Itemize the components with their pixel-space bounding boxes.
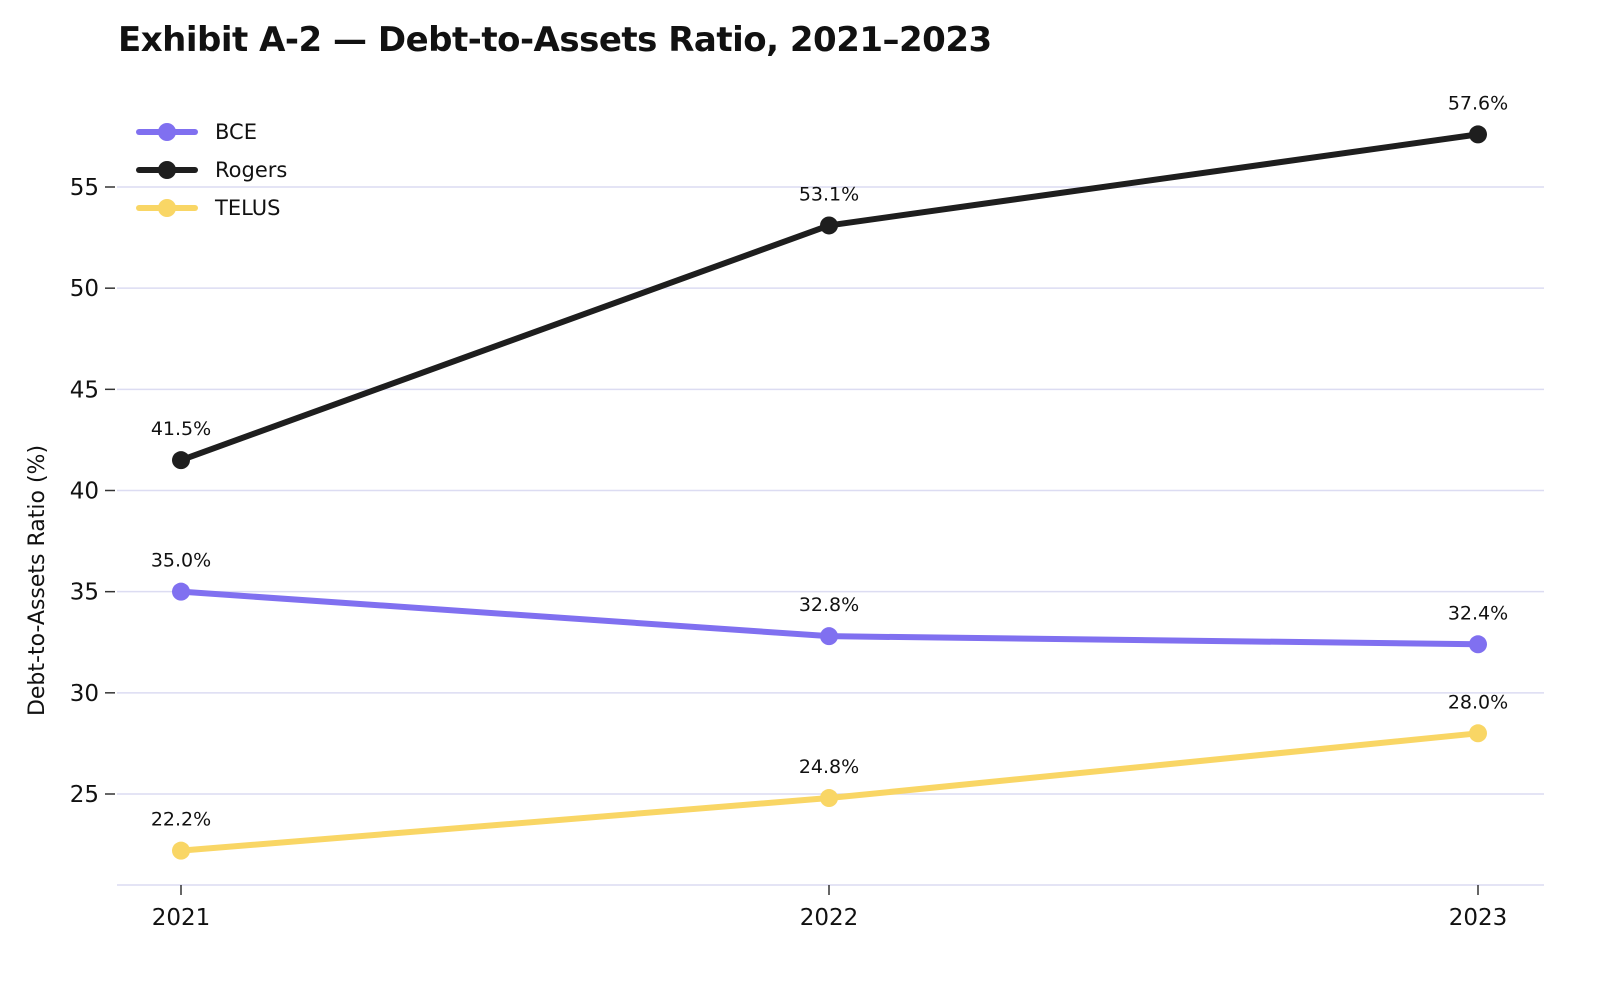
data-label: 53.1% xyxy=(799,183,859,205)
data-point-telus xyxy=(820,789,838,808)
y-tick-label: 50 xyxy=(70,276,99,302)
data-point-rogers xyxy=(820,216,838,235)
chart-title: Exhibit A-2 — Debt-to-Assets Ratio, 2021… xyxy=(118,20,992,60)
data-label: 41.5% xyxy=(151,418,211,440)
y-tick-label: 35 xyxy=(70,580,99,606)
series-lines xyxy=(172,125,1487,860)
y-tick-label: 25 xyxy=(70,782,99,808)
data-point-rogers xyxy=(1469,125,1487,144)
grid-lines xyxy=(117,186,1544,795)
y-tick-label: 30 xyxy=(70,681,99,707)
legend-marker xyxy=(158,199,176,217)
data-label: 57.6% xyxy=(1448,92,1508,114)
data-point-telus xyxy=(172,841,190,860)
legend-marker xyxy=(158,161,176,179)
legend-label-rogers: Rogers xyxy=(215,158,287,182)
x-tick-label: 2021 xyxy=(152,905,211,931)
data-point-telus xyxy=(1469,724,1487,743)
legend-label-telus: TELUS xyxy=(214,196,280,220)
x-tick-label: 2022 xyxy=(800,905,859,931)
data-label: 32.8% xyxy=(799,594,859,616)
x-tick-label: 2023 xyxy=(1449,905,1508,931)
data-label: 35.0% xyxy=(151,550,211,572)
data-label: 28.0% xyxy=(1448,691,1508,713)
data-point-bce xyxy=(820,627,838,646)
y-axis-label: Debt-to-Assets Ratio (%) xyxy=(25,445,50,716)
y-tick-label: 45 xyxy=(70,377,99,403)
data-point-rogers xyxy=(172,451,190,470)
y-tick-label: 55 xyxy=(70,175,99,201)
y-tick-label: 40 xyxy=(70,479,99,505)
data-label: 24.8% xyxy=(799,756,859,778)
data-labels: 35.0% 32.8% 32.4% 41.5% 53.1% 57.6% 22.2% 24.8%… xyxy=(151,92,1508,830)
data-point-bce xyxy=(1469,635,1487,654)
data-label: 22.2% xyxy=(151,809,211,831)
data-point-bce xyxy=(172,582,190,601)
data-label: 32.4% xyxy=(1448,602,1508,624)
axes: 25 30 35 40 45 50 55 2021 2022 2023 Debt-to-Assets… xyxy=(25,175,1544,931)
legend-label-bce: BCE xyxy=(215,120,257,144)
legend-marker xyxy=(158,123,176,141)
legend: BCE Rogers TELUS xyxy=(136,120,287,220)
